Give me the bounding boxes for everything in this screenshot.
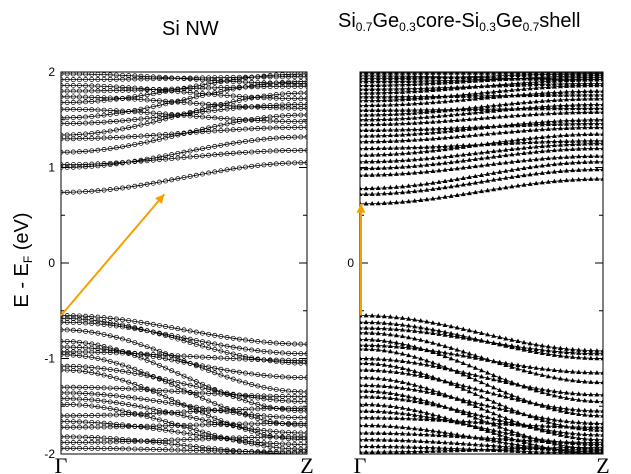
band-markers [61, 94, 307, 111]
band-markers [360, 153, 603, 177]
transition-arrow [60, 193, 166, 317]
band-markers [360, 73, 603, 82]
plot-frame [60, 71, 308, 455]
x-tick-label: Z [596, 453, 609, 474]
band-markers [360, 382, 603, 426]
band-markers [61, 319, 307, 357]
band-line [61, 85, 307, 100]
band-markers [360, 325, 603, 356]
band-markers [61, 405, 307, 419]
band-markers [360, 336, 603, 404]
x-tick-label: Γ [55, 453, 68, 474]
band-markers [360, 72, 603, 75]
y-tick-label: 0 [48, 256, 55, 270]
band-markers [360, 92, 603, 99]
band-markers [61, 82, 307, 102]
band-markers [61, 147, 307, 168]
band-markers [61, 349, 307, 363]
band-line [61, 162, 307, 193]
right-band-panel: 0 Γ Z [347, 71, 610, 474]
band-markers [61, 315, 307, 366]
band-markers [61, 90, 307, 138]
band-markers [360, 138, 603, 151]
band-markers [61, 434, 307, 445]
band-markers [61, 106, 307, 125]
band-markers [360, 124, 603, 144]
band-markers [61, 384, 307, 400]
band-markers [360, 145, 603, 171]
y-tick-label: 0 [347, 256, 354, 270]
band-markers [360, 444, 603, 454]
band-markers [360, 415, 603, 430]
band-line [61, 127, 307, 140]
left-band-panel: -2 -1 0 1 2 Γ Z [44, 65, 313, 474]
band-line [61, 96, 307, 109]
band-markers [360, 430, 603, 445]
band-markers [61, 367, 307, 443]
band-markers [360, 166, 603, 197]
band-markers [61, 313, 307, 347]
right-panel-title: Si0.7Ge0.3core-Si0.3Ge0.7shell [338, 10, 581, 34]
band-markers [61, 102, 307, 127]
band-markers [360, 355, 603, 397]
band-markers [360, 342, 603, 375]
band-markers [360, 159, 603, 191]
band-markers [360, 176, 603, 206]
band-markers [360, 312, 603, 353]
band-markers [360, 367, 603, 413]
band-markers [61, 327, 307, 395]
band-markers [360, 141, 603, 164]
band-markers [360, 120, 603, 133]
y-tick-label: -1 [44, 352, 55, 366]
transition-arrow [356, 203, 366, 316]
band-markers [360, 109, 603, 127]
y-tick-label: 2 [48, 65, 55, 79]
y-tick-label: -2 [44, 447, 55, 461]
band-markers [360, 96, 603, 117]
band-markers [61, 401, 307, 452]
band-line [61, 108, 307, 123]
band-markers [360, 330, 603, 385]
band-markers [360, 105, 603, 112]
band-markers [61, 344, 307, 381]
band-markers [360, 80, 603, 91]
x-tick-label: Z [300, 453, 313, 474]
y-tick-label: 1 [48, 161, 55, 175]
band-markers [61, 124, 307, 142]
x-tick-label: Γ [354, 453, 367, 474]
band-markers [61, 112, 307, 155]
band-markers [61, 160, 307, 195]
band-markers [61, 445, 307, 454]
left-panel-title: Si NW [162, 18, 219, 40]
